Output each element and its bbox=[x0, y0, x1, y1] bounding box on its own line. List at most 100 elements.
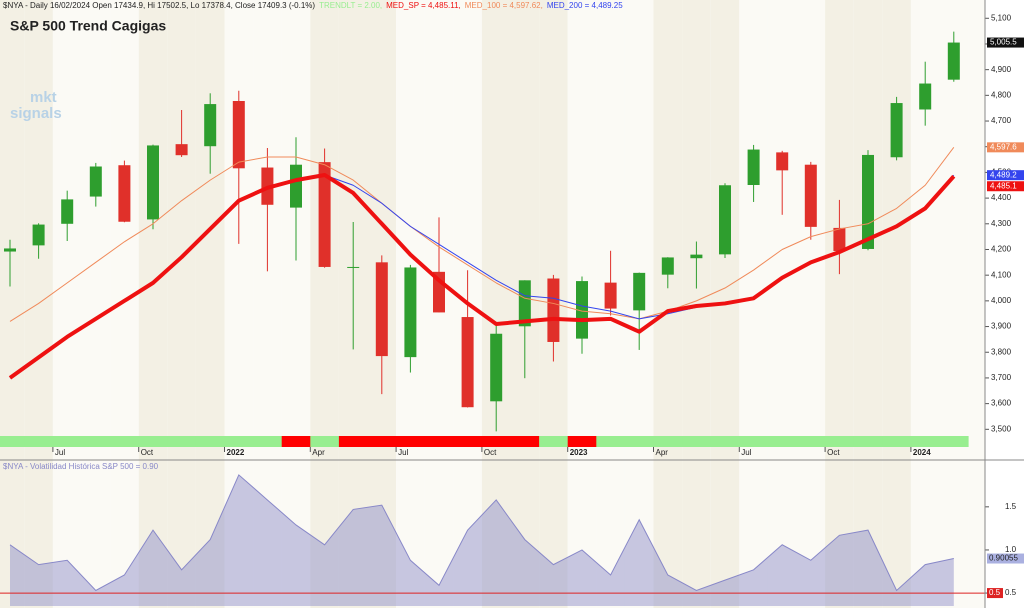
band bbox=[767, 0, 797, 608]
trend-segment bbox=[853, 436, 883, 447]
value-box bbox=[987, 170, 1024, 181]
trend-segment bbox=[596, 436, 626, 447]
x-tick-label: Oct bbox=[141, 448, 154, 457]
legend-entry: TRENDLT = 2.00, bbox=[319, 1, 382, 10]
line bbox=[8, 172, 956, 380]
y-tick-label: 4,300 bbox=[991, 219, 1012, 228]
value-box bbox=[987, 37, 1024, 48]
trend-segment bbox=[281, 436, 311, 447]
trend-segment bbox=[138, 436, 168, 447]
axis-area bbox=[985, 0, 1024, 608]
trend-segment bbox=[367, 436, 397, 447]
trend-segment bbox=[253, 436, 283, 447]
trend-segment bbox=[624, 436, 654, 447]
y-tick-label: 4,800 bbox=[991, 90, 1012, 99]
value-box-label: 4,485.1 bbox=[990, 181, 1017, 190]
y-tick-label: 3,600 bbox=[991, 399, 1012, 408]
trend-segment bbox=[739, 436, 769, 447]
trend-segment bbox=[81, 436, 111, 447]
x-tick-label: 2022 bbox=[227, 448, 245, 457]
x-tick-label: Apr bbox=[656, 448, 669, 457]
header: $NYA - Daily 16/02/2024 Open 17434.9, Hi… bbox=[3, 1, 623, 10]
candle-body bbox=[375, 262, 388, 357]
band bbox=[825, 0, 854, 608]
y-tick-label: 4,400 bbox=[991, 193, 1012, 202]
y-tick-label: 4,000 bbox=[991, 296, 1012, 305]
candle-body bbox=[518, 280, 531, 327]
y-tick-label: 3,900 bbox=[991, 322, 1012, 331]
value-box-label: 5,005.5 bbox=[990, 38, 1017, 47]
candle-body bbox=[776, 152, 789, 171]
x-tick-label: Jul bbox=[55, 448, 65, 457]
band bbox=[138, 0, 168, 608]
candle-body bbox=[833, 227, 846, 252]
candle-body bbox=[890, 103, 903, 158]
candle-body bbox=[604, 282, 617, 309]
band bbox=[939, 0, 969, 608]
band bbox=[853, 0, 883, 608]
x-tick-label: 2024 bbox=[913, 448, 931, 457]
candle-body bbox=[576, 281, 588, 339]
candle-body bbox=[804, 164, 817, 227]
trend-segment bbox=[338, 436, 368, 447]
candle-body bbox=[719, 185, 731, 255]
line bbox=[9, 474, 954, 592]
trend-segment bbox=[453, 436, 483, 447]
trend-segment bbox=[0, 436, 25, 447]
candle-body bbox=[89, 166, 102, 197]
band bbox=[281, 0, 311, 608]
trend-segment bbox=[910, 436, 940, 447]
trend-segment bbox=[396, 436, 426, 447]
y-tick-label: 0.5 bbox=[1005, 588, 1017, 597]
x-tick-label: Apr bbox=[312, 448, 325, 457]
trend-segment bbox=[195, 436, 225, 447]
candle-body bbox=[232, 100, 245, 169]
x-tick-label: Oct bbox=[827, 448, 840, 457]
trend-segment bbox=[939, 436, 969, 447]
trend-segment bbox=[24, 436, 54, 447]
candle-body bbox=[947, 42, 960, 80]
band bbox=[882, 0, 911, 608]
area bbox=[10, 474, 954, 606]
watermark: signals bbox=[10, 105, 62, 122]
y-tick-label: 1.0 bbox=[1005, 545, 1017, 554]
trend-segment bbox=[167, 436, 197, 447]
header-text: $NYA - Daily 16/02/2024 Open 17434.9, Hi… bbox=[3, 1, 315, 10]
y-tick-label: 1.5 bbox=[1005, 502, 1017, 511]
candle-body bbox=[547, 278, 560, 342]
trend-segment bbox=[310, 436, 340, 447]
trend-segment bbox=[424, 436, 454, 447]
y-tick-label: 4,900 bbox=[991, 65, 1012, 74]
legend-entry: MED_100 = 4,597.62, bbox=[465, 1, 543, 10]
x-tick-label: Jul bbox=[398, 448, 408, 457]
value-box bbox=[987, 588, 1003, 599]
candle-body bbox=[347, 266, 360, 268]
candle-body bbox=[690, 254, 703, 259]
candle-body bbox=[747, 149, 760, 186]
y-tick-label: 3,800 bbox=[991, 347, 1012, 356]
trend-segment bbox=[796, 436, 826, 447]
trend-segment bbox=[710, 436, 740, 447]
band bbox=[653, 0, 683, 608]
band bbox=[481, 0, 511, 608]
y-tick-label: 3,700 bbox=[991, 373, 1012, 382]
candle-body bbox=[118, 165, 131, 222]
value-box-label: 4,489.2 bbox=[990, 170, 1017, 179]
candle-body bbox=[661, 257, 674, 275]
trend-segment bbox=[682, 436, 712, 447]
value-box-label: 0.5 bbox=[989, 588, 1001, 597]
x-tick-label: Oct bbox=[484, 448, 497, 457]
band bbox=[110, 0, 139, 608]
y-tick-label: 5,100 bbox=[991, 13, 1012, 22]
value-box bbox=[987, 553, 1024, 564]
trend-segment bbox=[767, 436, 797, 447]
trend-segment bbox=[825, 436, 855, 447]
x-tick-label: 2023 bbox=[570, 448, 588, 457]
y-tick-label: 4,200 bbox=[991, 245, 1012, 254]
y-tick-label: 4,700 bbox=[991, 116, 1012, 125]
candle-body bbox=[61, 199, 74, 224]
candle-body bbox=[461, 317, 474, 408]
candle-body bbox=[32, 224, 45, 246]
